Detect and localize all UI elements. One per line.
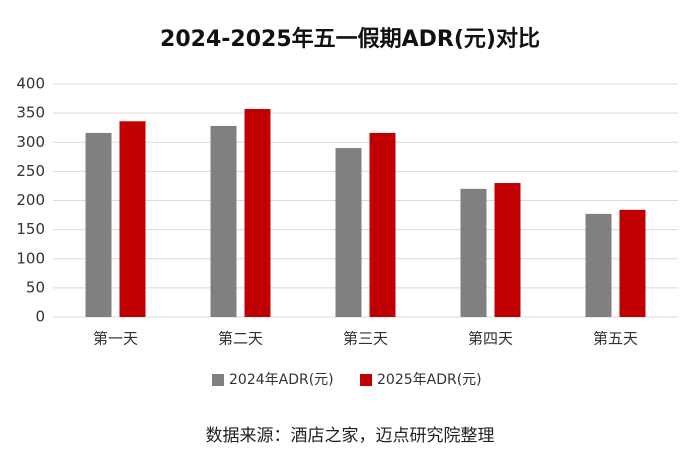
y-tick-label: 200 — [16, 191, 45, 209]
bar — [210, 125, 237, 317]
bar — [619, 209, 646, 317]
legend-swatch — [212, 374, 224, 386]
y-tick-label: 150 — [16, 220, 45, 238]
source-note: 数据来源：酒店之家，迈点研究院整理 — [206, 426, 495, 446]
bar — [369, 132, 396, 317]
legend-label: 2024年ADR(元) — [229, 372, 334, 388]
legend-swatch — [360, 374, 372, 386]
x-tick-label: 第三天 — [343, 330, 388, 348]
bar — [119, 121, 146, 317]
bar — [585, 213, 612, 317]
y-tick-label: 100 — [16, 249, 45, 267]
bar — [335, 148, 362, 317]
y-tick-label: 350 — [16, 104, 45, 122]
y-tick-label: 50 — [26, 278, 45, 296]
x-tick-label: 第四天 — [468, 330, 513, 348]
y-tick-label: 300 — [16, 133, 45, 151]
bar — [494, 183, 521, 317]
bar — [244, 109, 271, 317]
x-tick-label: 第五天 — [593, 330, 638, 348]
x-tick-label: 第一天 — [93, 330, 138, 348]
legend-label: 2025年ADR(元) — [377, 372, 482, 388]
bar — [460, 188, 487, 317]
chart-title: 2024-2025年五一假期ADR(元)对比 — [160, 26, 540, 52]
x-tick-label: 第二天 — [218, 330, 263, 348]
y-tick-label: 0 — [35, 308, 45, 326]
bar — [85, 132, 112, 317]
y-tick-label: 250 — [16, 162, 45, 180]
y-tick-label: 400 — [16, 75, 45, 93]
